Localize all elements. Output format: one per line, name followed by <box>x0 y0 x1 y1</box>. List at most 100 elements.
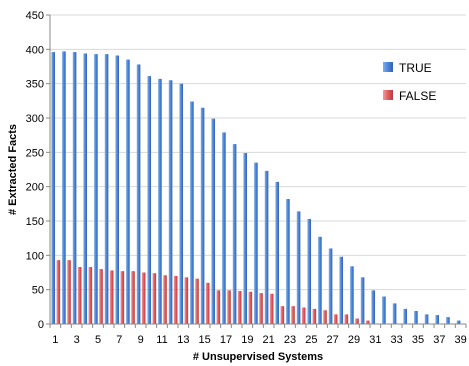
bar-true-35 <box>414 310 418 324</box>
bar-true-36 <box>424 314 429 324</box>
bar-false-30 <box>365 320 370 324</box>
bar-true-9 <box>136 64 141 324</box>
bar-false-6 <box>109 270 114 324</box>
bar-true-31 <box>371 290 376 324</box>
bar-true-11 <box>158 78 162 324</box>
bar-true-12 <box>168 80 173 324</box>
y-tick-label: 200 <box>26 182 44 194</box>
x-tick-label: 15 <box>199 334 211 346</box>
bar-true-2 <box>62 51 66 324</box>
bar-true-24 <box>296 211 301 324</box>
y-tick-label: 450 <box>26 10 44 22</box>
bar-true-16 <box>211 118 216 324</box>
x-tick-label: 21 <box>263 334 275 346</box>
legend-swatch-true <box>383 62 393 72</box>
bar-false-28 <box>344 314 349 324</box>
bar-false-14 <box>195 278 199 324</box>
x-tick-label: 29 <box>348 334 360 346</box>
x-tick-label: 33 <box>391 334 403 346</box>
x-tick-label: 5 <box>95 334 101 346</box>
bar-false-20 <box>259 293 263 324</box>
bar-false-17 <box>227 290 231 324</box>
bar-false-18 <box>237 291 242 324</box>
y-tick-label: 400 <box>26 44 44 56</box>
y-tick-label: 250 <box>26 147 44 159</box>
bar-false-15 <box>205 282 210 324</box>
legend-label-false: FALSE <box>399 89 436 103</box>
bar-true-15 <box>200 107 205 324</box>
bar-true-38 <box>446 317 450 324</box>
y-axis-ticks: 0 50 100 150 200 250 300 350 400 450 <box>26 10 50 331</box>
legend: TRUE FALSE <box>383 61 436 103</box>
bar-true-14 <box>190 101 194 325</box>
bar-true-39 <box>456 320 461 324</box>
bar-false-8 <box>131 271 135 324</box>
bar-true-8 <box>126 59 130 324</box>
x-tick-label: 31 <box>369 334 381 346</box>
bar-true-21 <box>264 170 269 324</box>
legend-swatch-false <box>383 90 393 100</box>
bar-false-7 <box>120 271 125 324</box>
bar-false-9 <box>141 272 146 324</box>
y-tick-label: 50 <box>32 285 44 297</box>
x-tick-label: 35 <box>412 334 424 346</box>
x-tick-label: 23 <box>284 334 296 346</box>
bar-false-11 <box>163 275 167 324</box>
bar-true-20 <box>254 162 258 324</box>
bar-false-21 <box>269 293 274 324</box>
x-tick-label: 3 <box>74 334 80 346</box>
bar-true-17 <box>222 132 226 324</box>
bar-true-7 <box>115 55 120 324</box>
bar-true-29 <box>350 266 354 324</box>
bar-false-3 <box>77 267 82 324</box>
bar-false-26 <box>323 310 327 324</box>
y-tick-label: 0 <box>38 319 44 331</box>
x-tick-label: 13 <box>177 334 189 346</box>
bar-false-13 <box>184 277 189 324</box>
bar-true-4 <box>83 53 88 324</box>
bar-false-12 <box>173 275 178 324</box>
x-tick-label: 25 <box>305 334 317 346</box>
bar-true-27 <box>328 248 333 324</box>
bar-true-13 <box>179 83 184 324</box>
x-tick-label: 19 <box>241 334 253 346</box>
bar-true-23 <box>286 199 290 324</box>
x-tick-label: 39 <box>455 334 467 346</box>
bar-false-24 <box>301 307 306 324</box>
bar-true-3 <box>72 52 77 324</box>
y-tick-label: 150 <box>26 216 44 228</box>
bar-true-37 <box>435 315 440 324</box>
bar-true-30 <box>360 277 365 324</box>
bar-false-4 <box>88 267 93 324</box>
bar-true-32 <box>382 296 386 324</box>
y-tick-label: 350 <box>26 79 44 91</box>
bar-true-6 <box>104 54 109 324</box>
x-axis-title: # Unsupervised Systems <box>193 351 323 363</box>
x-tick-label: 7 <box>116 334 122 346</box>
bar-true-18 <box>232 144 237 324</box>
x-tick-label: 1 <box>52 334 58 346</box>
x-tick-label: 11 <box>156 334 167 346</box>
bar-true-34 <box>403 308 408 324</box>
bar-true-5 <box>94 54 98 324</box>
bar-false-29 <box>355 318 359 324</box>
bar-false-22 <box>280 306 285 324</box>
x-tick-label: 27 <box>327 334 339 346</box>
bar-true-28 <box>339 256 344 324</box>
y-axis-title: # Extracted Facts <box>7 124 19 215</box>
bar-false-5 <box>99 269 103 324</box>
bar-false-1 <box>56 260 61 324</box>
bar-true-10 <box>147 76 152 324</box>
bar-true-33 <box>392 303 397 324</box>
x-tick-label: 9 <box>138 334 144 346</box>
bar-true-26 <box>318 236 322 324</box>
bar-false-23 <box>291 306 295 324</box>
bar-true-1 <box>51 52 56 324</box>
bars <box>51 51 461 325</box>
bar-false-25 <box>312 308 317 324</box>
y-tick-label: 300 <box>26 113 44 125</box>
bar-false-2 <box>67 260 71 324</box>
bar-false-10 <box>152 273 157 324</box>
x-tick-label: 37 <box>433 334 445 346</box>
